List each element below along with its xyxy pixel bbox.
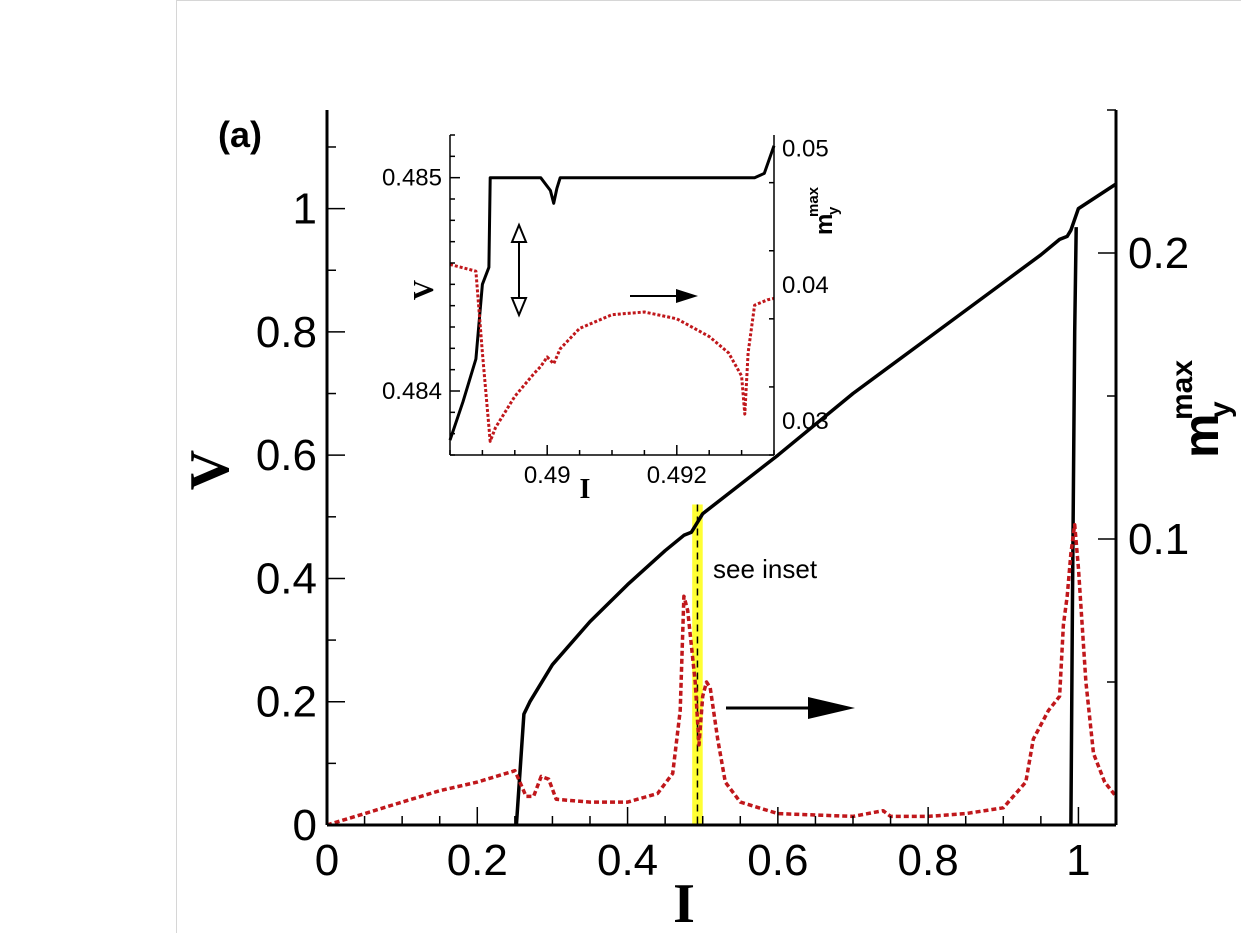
panel-label: (a) [218,114,262,155]
inset-right-arrow [630,289,698,303]
y2-tick-label: 0.05 [782,136,829,163]
svg-text:y: y [1204,401,1237,418]
main-x-axis-title: I [673,873,695,933]
svg-text:max: max [1166,360,1199,420]
y-tick-label: 1 [293,185,317,234]
right-arrow-annotation [726,697,855,719]
y-tick-label: 0.2 [256,678,317,727]
inset-plot-series [448,145,776,443]
see-inset-annotation: see inset [713,554,818,584]
y2-tick-label: 0.1 [1128,515,1189,564]
series-v-1 [1069,227,1078,826]
y-tick-label: 0 [293,801,317,850]
inset-y2-axis-title: m y max [805,186,842,235]
y2-tick-label: 0.2 [1128,229,1189,278]
main-plot-axes [325,110,1118,827]
main-y-axis-title: V [179,450,241,490]
inset-double-arrow [510,222,528,318]
inset-background [450,135,774,455]
x-tick-label: 0.6 [747,836,808,885]
y-tick-label: 0.485 [382,165,442,192]
inset-plot-ticks: 0.49 0.492 0.484 0.485 0.03 0.04 0.05 [382,134,829,489]
x-tick-label: 0.2 [447,836,508,885]
main-plot-series [326,182,1118,827]
x-tick-label: 0.49 [524,462,571,489]
svg-text:m: m [1173,414,1229,458]
y-tick-label: 0.8 [256,308,317,357]
x-tick-label: 0 [315,836,339,885]
series-my-max-2 [326,522,1118,827]
svg-text:max: max [805,186,822,217]
inset-x-axis-title: I [580,474,591,505]
svg-text:y: y [825,206,842,215]
x-tick-label: 0.8 [898,836,959,885]
y2-tick-label: 0.03 [782,408,829,435]
y-tick-label: 0.4 [256,554,317,603]
series-v-0 [448,145,776,441]
inset-y-axis-title: V [409,280,440,300]
x-tick-label: 0.492 [647,462,707,489]
frame-border-top [176,0,1241,1]
series-my-max-1 [449,262,775,443]
frame-border-left [176,0,177,933]
y2-tick-label: 0.04 [782,272,829,299]
x-tick-label: 1 [1066,836,1090,885]
main-y2-axis-title: m y max [1166,360,1237,458]
series-v-0 [514,182,1117,826]
y-tick-label: 0.484 [382,378,442,405]
x-tick-label: 0.4 [597,836,658,885]
y-tick-label: 0.6 [256,431,317,480]
inset-region-highlight [692,504,703,825]
svg-text:m: m [811,214,838,235]
main-plot-ticks: 0 0.2 0.4 0.6 0.8 1 0 0.2 0.4 0.6 0.8 1 0.1 0.2 [256,109,1189,885]
